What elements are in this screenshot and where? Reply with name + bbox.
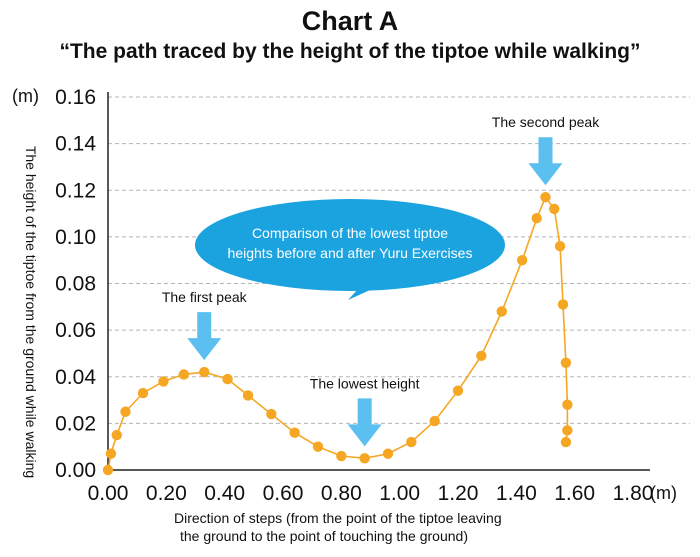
x-tick-label: 1.60 xyxy=(554,482,595,505)
annotation-label: The second peak xyxy=(492,114,600,130)
x-tick-label: 0.00 xyxy=(88,482,129,505)
x-tick-label: 0.80 xyxy=(321,482,362,505)
grid-lines xyxy=(108,96,690,424)
data-point xyxy=(560,436,572,448)
x-axis-label-line1: Direction of steps (from the point of th… xyxy=(174,510,502,526)
data-point xyxy=(476,350,487,361)
annotations: The first peak The lowest height The secon… xyxy=(162,114,600,447)
chart-title: Chart A xyxy=(301,6,399,36)
y-tick-label: 0.14 xyxy=(55,133,96,156)
x-axis-label-line2: the ground to the point of touching the … xyxy=(180,528,468,544)
x-tick-label: 1.00 xyxy=(379,482,420,505)
x-tick-labels: 0.00 0.20 0.40 0.60 0.80 1.00 1.20 1.40 1.60 1.80 xyxy=(88,482,654,505)
annotation-arrow xyxy=(187,312,222,361)
y-tick-label: 0.08 xyxy=(55,273,96,296)
y-tick-label: 0.06 xyxy=(55,319,96,342)
annotation-label: The first peak xyxy=(162,289,248,305)
data-point xyxy=(549,203,560,215)
y-tick-label: 0.04 xyxy=(55,366,96,389)
data-point xyxy=(557,299,569,310)
data-point xyxy=(429,415,440,427)
data-point xyxy=(562,425,573,436)
callout-text-line2: heights before and after Yuru Exercises xyxy=(228,245,473,261)
data-point xyxy=(199,366,210,378)
x-unit-label: (m) xyxy=(650,483,677,503)
data-point xyxy=(178,369,190,380)
callout-ellipse xyxy=(195,199,505,291)
y-axis-label: The height of the tiptoe from the ground… xyxy=(23,146,39,478)
series-line xyxy=(102,192,573,476)
y-tick-label: 0.16 xyxy=(55,86,96,109)
data-point xyxy=(406,436,417,448)
data-point xyxy=(452,385,464,396)
data-point xyxy=(554,241,566,252)
axes xyxy=(107,92,650,471)
y-tick-label: 0.10 xyxy=(55,226,96,249)
y-tick-labels: 0.00 0.02 0.04 0.06 0.08 0.10 0.12 0.14 0.16 xyxy=(55,86,96,482)
y-tick-label: 0.12 xyxy=(55,179,96,202)
data-point xyxy=(222,373,233,385)
data-point xyxy=(105,448,117,459)
annotation-arrow xyxy=(347,398,382,447)
data-point xyxy=(336,450,347,462)
callout-bubble: Comparison of the lowest tiptoe heights … xyxy=(195,199,505,300)
data-point xyxy=(496,306,507,317)
x-tick-label: 0.60 xyxy=(263,482,304,505)
data-point xyxy=(120,406,131,417)
data-point xyxy=(102,464,114,476)
data-point xyxy=(562,399,573,410)
data-point xyxy=(382,448,394,459)
x-tick-label: 0.40 xyxy=(204,482,245,505)
data-point xyxy=(312,441,324,452)
y-unit-label: (m) xyxy=(12,86,39,106)
data-point xyxy=(137,387,149,399)
y-tick-label: 0.02 xyxy=(55,412,96,435)
data-point xyxy=(289,427,300,438)
data-point xyxy=(242,390,254,401)
annotation-label: The lowest height xyxy=(310,375,420,391)
data-point xyxy=(266,408,277,420)
data-point xyxy=(111,429,122,441)
data-point xyxy=(158,376,169,387)
chart-subtitle: “The path traced by the height of the ti… xyxy=(59,40,641,63)
x-tick-label: 1.80 xyxy=(613,482,654,505)
data-point xyxy=(516,254,528,266)
callout-text-line1: Comparison of the lowest tiptoe xyxy=(252,225,448,241)
x-tick-label: 1.20 xyxy=(438,482,479,505)
y-tick-label: 0.00 xyxy=(55,459,96,482)
x-tick-label: 0.20 xyxy=(146,482,187,505)
x-tick-label: 1.40 xyxy=(496,482,537,505)
data-point xyxy=(531,213,542,224)
data-point xyxy=(560,357,572,368)
data-point xyxy=(540,192,551,203)
data-point xyxy=(359,453,370,464)
annotation-arrow xyxy=(528,137,563,186)
